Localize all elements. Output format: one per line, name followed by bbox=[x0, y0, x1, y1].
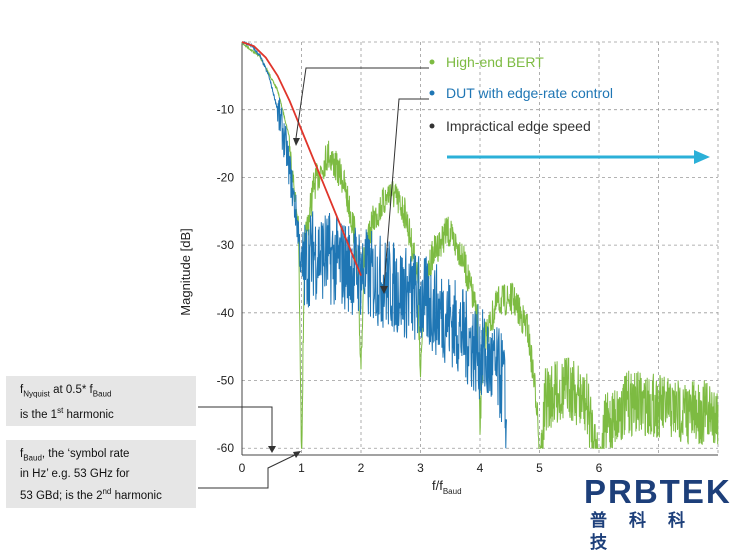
x-tick-label: 3 bbox=[417, 461, 424, 475]
y-tick-label: -10 bbox=[217, 103, 235, 117]
x-tick-label: 2 bbox=[358, 461, 365, 475]
legend: High-end BERT DUT with edge-rate control I… bbox=[429, 54, 710, 164]
baud-note-rest: , the ‘symbol rate bbox=[41, 448, 130, 460]
series-dut-edge-rate bbox=[241, 40, 507, 449]
x-axis-label-sub: Baud bbox=[443, 487, 462, 496]
x-tick-label: 5 bbox=[536, 461, 543, 475]
nyquist-note-line2-rest: harmonic bbox=[63, 409, 114, 422]
baud-note-line2: in Hz’ e.g. 53 GHz for bbox=[20, 468, 130, 481]
y-tick-label: -50 bbox=[217, 374, 235, 388]
legend-marker bbox=[429, 59, 435, 65]
nyquist-note-f: f bbox=[20, 384, 24, 396]
baud-pointer-line bbox=[198, 453, 298, 489]
bert-pointer-line bbox=[295, 67, 429, 139]
baud-note-f: f bbox=[20, 448, 24, 460]
series-high-end-bert bbox=[241, 41, 719, 449]
nyquist-note-sup: st bbox=[57, 406, 64, 416]
legend-entry: Impractical edge speed bbox=[446, 118, 591, 134]
annotation-arrows bbox=[198, 67, 429, 489]
x-tick-label: 0 bbox=[239, 461, 246, 475]
bert-pointer-head bbox=[293, 138, 300, 146]
edge-speed-arrow-head bbox=[694, 150, 710, 164]
y-axis-label: Magnitude [dB] bbox=[178, 228, 193, 315]
x-tick-label: 1 bbox=[298, 461, 305, 475]
y-tick-label: -20 bbox=[217, 170, 235, 184]
magnitude-chart: High-end BERT DUT with edge-rate control I… bbox=[178, 40, 719, 496]
x-tick-label: 6 bbox=[596, 461, 603, 475]
nyquist-pointer-head bbox=[268, 446, 276, 453]
dut-pointer-head bbox=[380, 286, 388, 294]
legend-marker bbox=[429, 90, 435, 96]
series-layer bbox=[241, 40, 719, 449]
x-tick-label: 4 bbox=[477, 461, 484, 475]
y-tick-label: -40 bbox=[217, 306, 235, 320]
baud-note-sub: Baud bbox=[23, 453, 42, 463]
axes bbox=[241, 42, 718, 456]
y-tick-label: -60 bbox=[217, 441, 235, 455]
nyquist-pointer-line bbox=[198, 406, 273, 446]
nyquist-note: fNyquist at 0.5* fBaud is the 1st harmon… bbox=[6, 376, 196, 426]
tick-labels: 0 1 2 3 4 5 6 -10 -20 -30 -40 -50 -60 bbox=[217, 103, 603, 475]
series-impractical-edge bbox=[241, 41, 362, 276]
baud-note-line3: 53 GBd; is the 2 bbox=[20, 490, 103, 503]
nyquist-note-sub2: Baud bbox=[92, 389, 112, 399]
y-tick-label: -30 bbox=[217, 238, 235, 252]
baud-note-line3-rest: harmonic bbox=[111, 490, 162, 503]
prbtek-logo: PRBTEK 普科科技 bbox=[584, 473, 744, 554]
logo-main-text: PRBTEK bbox=[584, 473, 732, 510]
nyquist-note-sub: Nyquist bbox=[23, 389, 50, 399]
baud-note-sup: nd bbox=[102, 487, 112, 497]
legend-entry: DUT with edge-rate control bbox=[446, 85, 613, 101]
legend-entry: High-end BERT bbox=[446, 54, 544, 70]
nyquist-note-rest: at 0.5* f bbox=[49, 384, 93, 396]
legend-marker bbox=[429, 123, 435, 129]
logo-sub-text: 普科科技 bbox=[590, 511, 707, 553]
nyquist-note-line2: is the 1 bbox=[20, 409, 58, 422]
dut-pointer-line bbox=[383, 98, 429, 287]
x-axis-label: f/fBaud bbox=[432, 478, 462, 496]
baud-pointer-head bbox=[293, 451, 301, 458]
baud-note: fBaud, the ‘symbol rate in Hz’ e.g. 53 G… bbox=[6, 440, 196, 508]
